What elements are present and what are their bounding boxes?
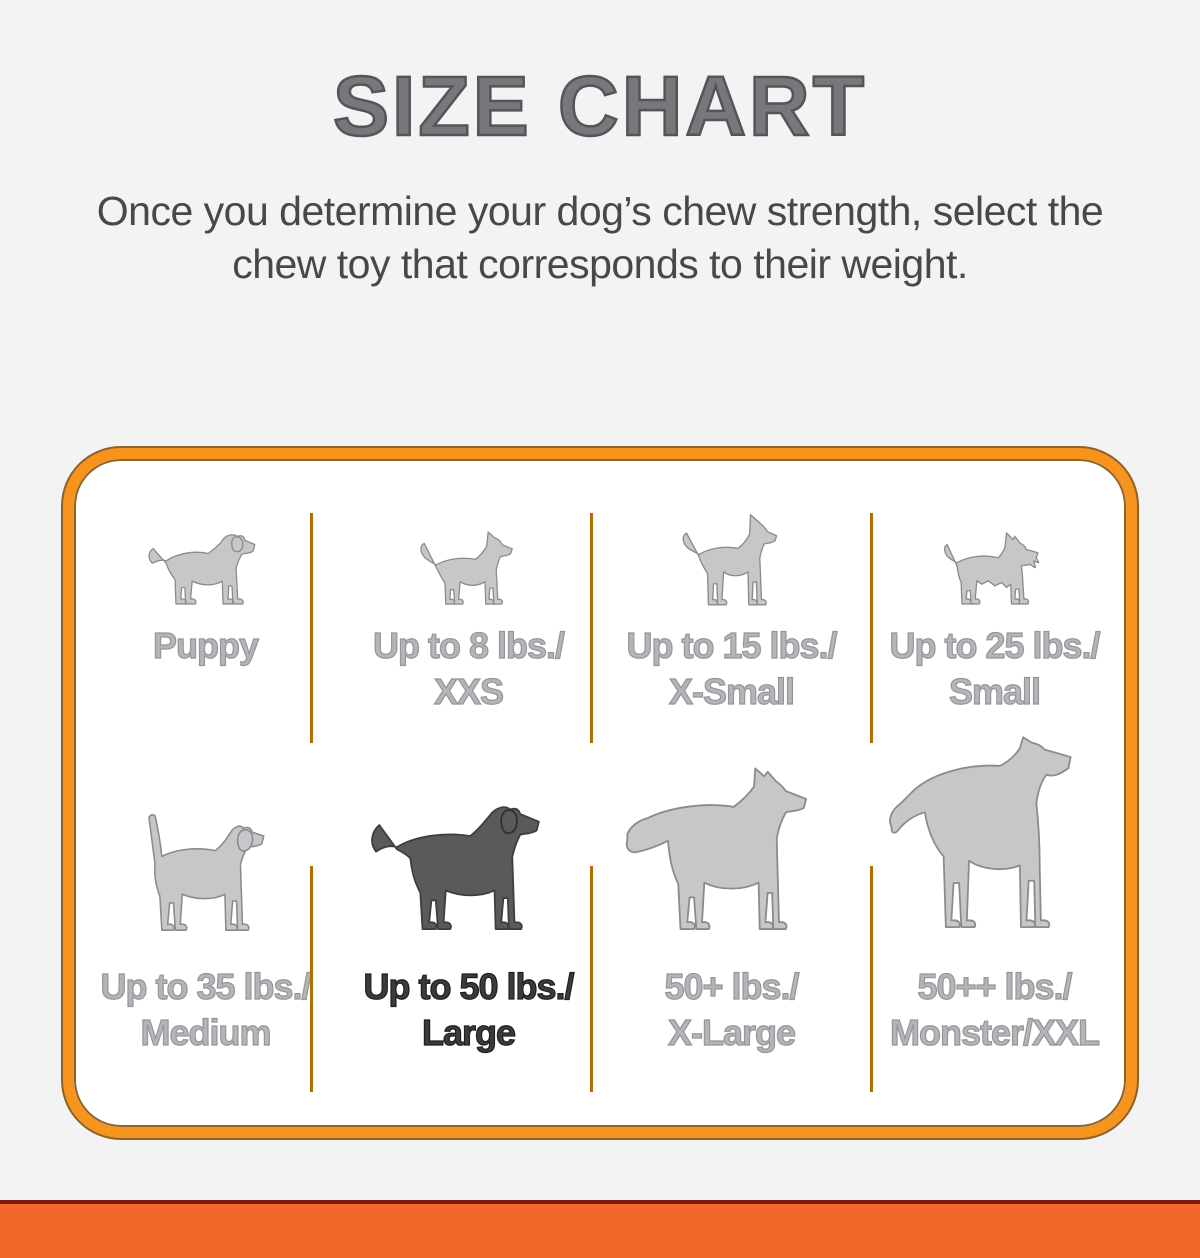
column-divider <box>310 513 313 743</box>
page-title: SIZE CHART <box>332 58 867 155</box>
size-label-line1: Up to 8 lbs./ <box>372 624 565 666</box>
size-label-xxs: Up to 8 lbs./ XXS <box>372 623 565 715</box>
cattle-dog-silhouette-icon <box>625 767 807 930</box>
beagle-silhouette-icon <box>147 814 265 931</box>
size-label-puppy: Puppy <box>152 623 259 669</box>
size-label-monster-xxl: 50++ lbs./ Monster/XXL <box>889 964 1100 1056</box>
column-divider <box>590 866 593 1092</box>
size-label-x-large: 50+ lbs./ X-Large <box>664 964 800 1056</box>
size-label-line1: Puppy <box>152 624 259 666</box>
size-table-row-top: Puppy Up to 8 lbs./ XXS Up to 1 <box>74 459 1126 748</box>
subtitle-line-1: Once you determine your dog’s chew stren… <box>96 188 1104 234</box>
cell-x-large: 50+ lbs./ X-Large <box>600 748 863 1127</box>
labrador-silhouette-icon <box>371 806 540 931</box>
dog-image-terrier <box>929 479 1061 609</box>
cell-monster-xxl: 50++ lbs./ Monster/XXL <box>863 736 1126 1127</box>
cell-xxs: Up to 8 lbs./ XXS <box>337 459 600 748</box>
column-divider <box>590 513 593 743</box>
size-table: Puppy Up to 8 lbs./ XXS Up to 1 <box>63 448 1137 1138</box>
column-divider <box>870 513 873 743</box>
size-label-large-highlighted: Up to 50 lbs./ Large <box>363 964 575 1056</box>
size-label-line2: Monster/XXL <box>889 1011 1100 1053</box>
miniature-pinscher-silhouette-icon <box>682 514 777 606</box>
cell-medium: Up to 35 lbs./ Medium <box>74 748 337 1127</box>
footer-accent-bar <box>0 1200 1200 1258</box>
size-label-line2: Medium <box>140 1011 272 1053</box>
cell-puppy: Puppy <box>74 459 337 748</box>
great-dane-silhouette-icon <box>888 736 1072 929</box>
chihuahua-silhouette-icon <box>419 531 513 605</box>
size-table-row-bottom: Up to 35 lbs./ Medium Up to 50 lbs./ Lar… <box>74 736 1126 1127</box>
size-label-line1: Up to 25 lbs./ <box>889 624 1101 666</box>
size-label-medium: Up to 35 lbs./ Medium <box>100 964 312 1056</box>
cell-x-small: Up to 15 lbs./ X-Small <box>600 459 863 748</box>
subtitle-line-2: chew toy that corresponds to their weigh… <box>232 241 968 287</box>
size-label-line1: Up to 50 lbs./ <box>363 965 575 1007</box>
column-divider <box>310 866 313 1092</box>
terrier-silhouette-icon <box>943 532 1039 605</box>
size-label-line1: 50+ lbs./ <box>664 965 800 1007</box>
size-label-line2: X-Large <box>667 1011 796 1053</box>
footer-orange-band <box>0 1204 1200 1258</box>
size-chart-infographic: { "header": { "title": "SIZE CHART", "su… <box>0 58 1200 1258</box>
dog-image-labrador <box>366 748 571 936</box>
cell-large: Up to 50 lbs./ Large <box>337 748 600 1127</box>
dog-image-chihuahua <box>413 479 525 609</box>
dog-image-great-dane <box>876 736 1114 936</box>
dog-image-puppy <box>145 479 267 609</box>
size-label-line2: X-Small <box>668 670 795 712</box>
size-label-line2: Large <box>421 1011 516 1053</box>
size-label-line1: 50++ lbs./ <box>917 965 1073 1007</box>
puppy-silhouette-icon <box>147 534 255 605</box>
size-label-line2: Small <box>948 670 1041 712</box>
dog-image-cattle-dog <box>616 748 848 936</box>
size-label-line2: XXS <box>433 670 504 712</box>
column-divider <box>870 866 873 1092</box>
size-label-x-small: Up to 15 lbs./ X-Small <box>626 623 838 715</box>
size-label-line1: Up to 35 lbs./ <box>100 965 312 1007</box>
dog-image-beagle <box>116 748 296 936</box>
dog-image-miniature-pinscher <box>673 479 791 609</box>
size-label-small: Up to 25 lbs./ Small <box>889 623 1101 715</box>
size-label-line1: Up to 15 lbs./ <box>626 624 838 666</box>
cell-small: Up to 25 lbs./ Small <box>863 459 1126 748</box>
